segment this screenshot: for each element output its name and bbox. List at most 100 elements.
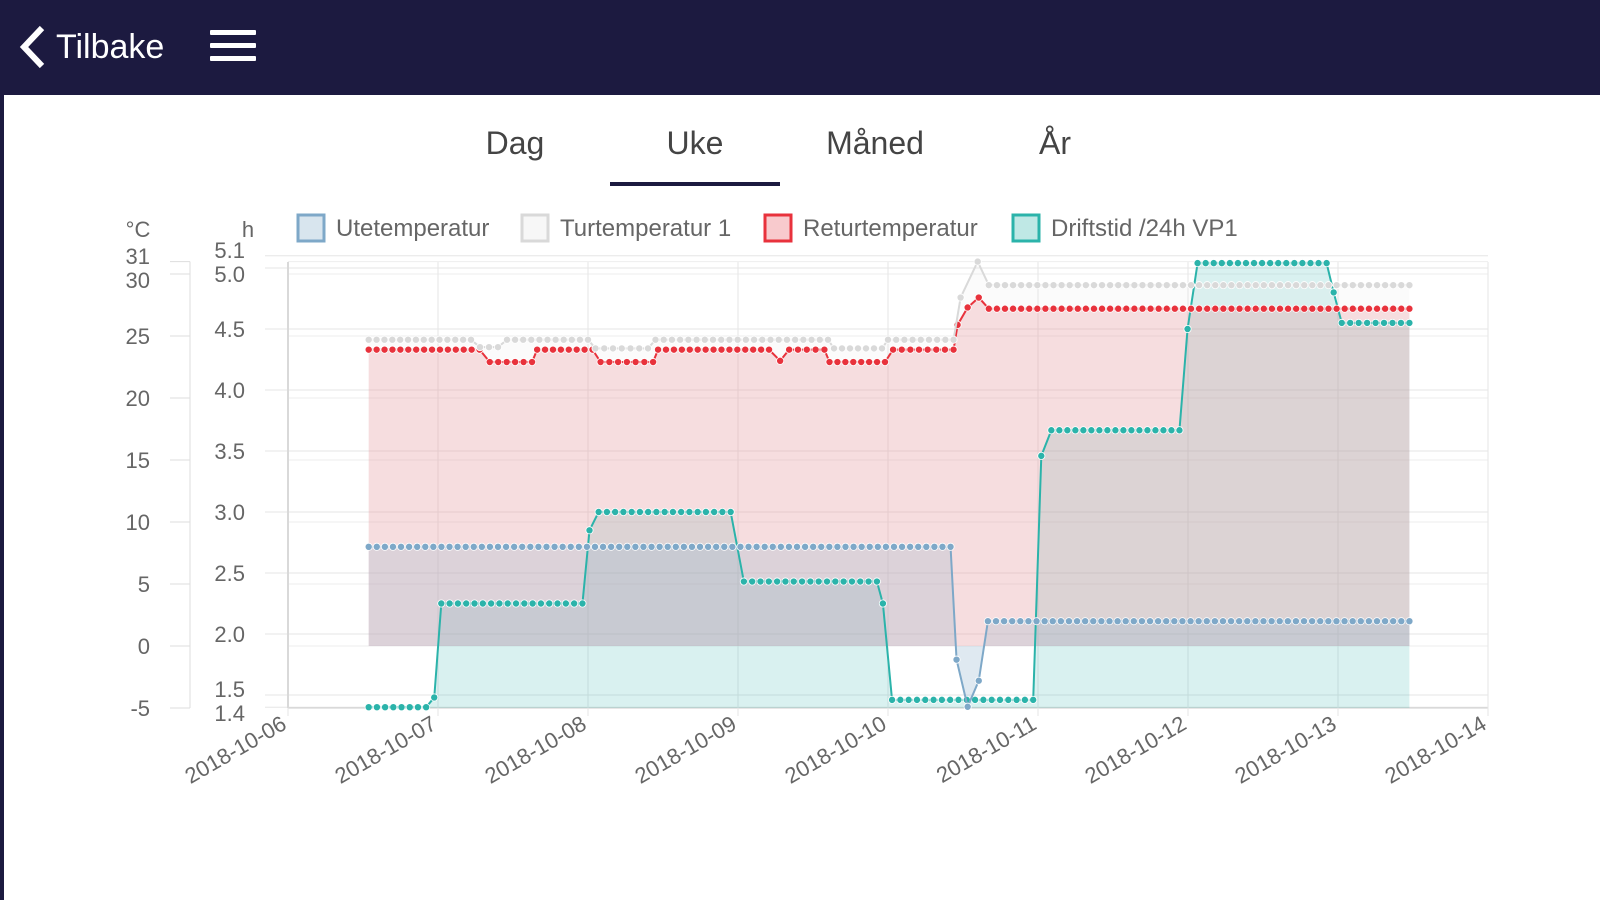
data-point xyxy=(1275,304,1284,313)
data-point xyxy=(1041,281,1050,290)
data-point xyxy=(1219,281,1228,290)
data-point xyxy=(709,345,718,354)
data-point xyxy=(987,695,996,704)
data-point xyxy=(1146,617,1155,626)
data-point xyxy=(461,542,470,551)
data-point xyxy=(380,345,389,354)
data-point xyxy=(815,335,824,344)
data-point xyxy=(952,655,961,664)
data-point xyxy=(626,344,635,353)
legend-label: Returtemperatur xyxy=(803,215,978,242)
data-point xyxy=(419,335,428,344)
data-point xyxy=(1316,617,1325,626)
data-point xyxy=(647,542,656,551)
tab-dag[interactable]: Dag xyxy=(485,125,545,161)
data-point xyxy=(884,335,893,344)
data-point xyxy=(984,281,993,290)
data-point xyxy=(820,345,829,354)
data-point xyxy=(1211,304,1220,313)
data-point xyxy=(1397,304,1406,313)
data-point xyxy=(1154,281,1163,290)
data-point xyxy=(1098,281,1107,290)
tab-uke[interactable]: Uke xyxy=(610,118,780,186)
data-point xyxy=(1389,617,1398,626)
series-area xyxy=(368,263,1410,708)
x-tick-label: 2018-10-11 xyxy=(932,711,1041,788)
data-point xyxy=(485,358,494,367)
data-point xyxy=(946,695,955,704)
tab-ar[interactable]: År xyxy=(1039,125,1071,161)
data-point xyxy=(1250,259,1259,268)
data-point xyxy=(849,358,858,367)
data-point xyxy=(756,577,765,586)
data-point xyxy=(405,542,414,551)
data-point xyxy=(1324,617,1333,626)
data-point xyxy=(1175,426,1184,435)
data-point xyxy=(1025,281,1034,290)
data-point xyxy=(766,335,775,344)
data-point xyxy=(750,335,759,344)
data-point xyxy=(1183,324,1192,333)
data-point xyxy=(929,695,938,704)
period-tabs: Dag Uke Måned År xyxy=(0,118,1600,188)
y-right-tick-label: 1.4 xyxy=(214,701,245,726)
data-point xyxy=(838,344,847,353)
data-point xyxy=(1114,281,1123,290)
data-point xyxy=(1348,617,1357,626)
hamburger-menu-icon[interactable] xyxy=(210,30,256,66)
data-point xyxy=(1081,304,1090,313)
data-point xyxy=(892,335,901,344)
data-point xyxy=(781,577,790,586)
data-point xyxy=(1114,304,1123,313)
data-point xyxy=(639,542,648,551)
data-point xyxy=(847,577,856,586)
data-point xyxy=(906,345,915,354)
data-point xyxy=(1218,617,1227,626)
data-point xyxy=(412,345,421,354)
data-point xyxy=(741,345,750,354)
data-point xyxy=(470,599,479,608)
data-point xyxy=(1308,304,1317,313)
y-right-axis-label: h xyxy=(242,217,254,242)
data-point xyxy=(1020,695,1029,704)
data-point xyxy=(1405,281,1414,290)
data-point xyxy=(1071,426,1080,435)
data-point xyxy=(1057,304,1066,313)
data-point xyxy=(542,542,551,551)
data-point xyxy=(906,542,915,551)
data-point xyxy=(1284,281,1293,290)
data-point xyxy=(912,695,921,704)
data-point xyxy=(693,507,702,516)
y-left-tick-label: 31 xyxy=(126,244,150,269)
data-point xyxy=(1025,304,1034,313)
data-point xyxy=(1000,281,1009,290)
data-point xyxy=(1113,617,1122,626)
data-point xyxy=(649,358,658,367)
data-point xyxy=(1235,617,1244,626)
data-point xyxy=(854,344,863,353)
data-point xyxy=(956,293,965,302)
data-point xyxy=(660,507,669,516)
legend-label: Turtemperatur 1 xyxy=(560,215,731,242)
data-point xyxy=(1348,281,1357,290)
data-point xyxy=(806,577,815,586)
data-point xyxy=(487,599,496,608)
data-point xyxy=(443,335,452,344)
data-point xyxy=(983,617,992,626)
data-point xyxy=(1217,259,1226,268)
data-point xyxy=(548,345,557,354)
data-point xyxy=(528,599,537,608)
back-button[interactable]: Tilbake xyxy=(18,22,164,72)
data-point xyxy=(932,345,941,354)
data-point xyxy=(511,335,520,344)
data-point xyxy=(725,335,734,344)
data-point xyxy=(494,358,503,367)
data-point xyxy=(651,335,660,344)
data-point xyxy=(1300,281,1309,290)
data-point xyxy=(1324,281,1333,290)
tab-maned[interactable]: Måned xyxy=(826,125,924,161)
data-point xyxy=(430,693,439,702)
data-point xyxy=(1143,426,1152,435)
data-point xyxy=(462,599,471,608)
data-point xyxy=(974,293,983,302)
